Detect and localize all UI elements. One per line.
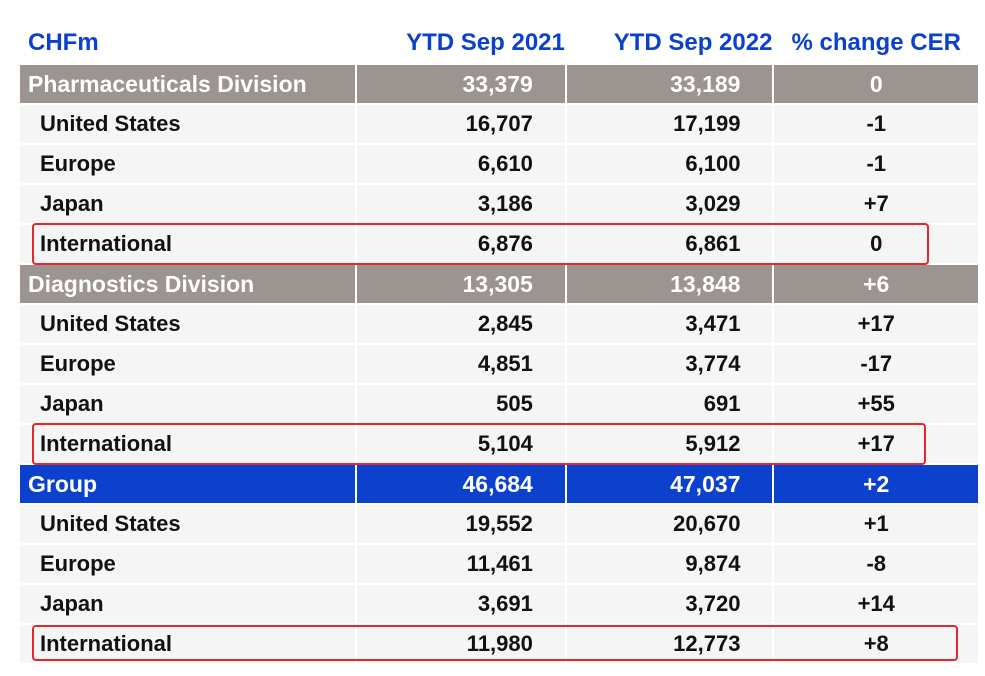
table-row: International 6,876 6,861 0 [20,225,978,265]
value-2021: 6,610 [357,145,565,183]
header-unit: CHFm [28,29,99,56]
division-2021: 13,305 [357,265,565,303]
value-2022: 6,100 [566,145,773,183]
value-change: +17 [774,305,978,343]
division-2021: 46,684 [357,465,565,503]
region-name: Japan [20,185,356,223]
region-name: Europe [20,145,356,183]
value-change: +8 [774,625,978,663]
value-change: 0 [774,225,978,263]
region-name: United States [20,105,356,143]
table-row: United States 2,845 3,471 +17 [20,305,978,345]
value-2022: 5,912 [566,425,773,463]
value-2022: 20,670 [566,505,773,543]
value-change: +17 [774,425,978,463]
value-change: +7 [774,185,978,223]
value-change: -17 [774,345,978,383]
value-change: +55 [774,385,978,423]
value-2022: 9,874 [566,545,773,583]
region-name: Japan [20,585,356,623]
division-2021: 33,379 [357,65,565,103]
region-name: Europe [20,345,356,383]
region-name: Japan [20,385,356,423]
value-2022: 3,471 [566,305,773,343]
value-change: -1 [774,105,978,143]
table-row: International 11,980 12,773 +8 [20,625,978,665]
sales-table: CHFm YTD Sep 2021 YTD Sep 2022 % change … [20,25,978,665]
division-change: +6 [774,265,978,303]
value-2021: 3,691 [357,585,565,623]
table-row: Europe 6,610 6,100 -1 [20,145,978,185]
value-2021: 11,461 [357,545,565,583]
table-row: Japan 505 691 +55 [20,385,978,425]
division-row-diagnostics: Diagnostics Division 13,305 13,848 +6 [20,265,978,305]
table-row: United States 19,552 20,670 +1 [20,505,978,545]
region-name: United States [20,305,356,343]
value-2022: 3,720 [566,585,773,623]
value-2021: 19,552 [357,505,565,543]
region-name: United States [20,505,356,543]
group-row: Group 46,684 47,037 +2 [20,465,978,505]
value-2022: 691 [566,385,773,423]
value-2021: 4,851 [357,345,565,383]
region-name: International [20,625,356,663]
value-2021: 16,707 [357,105,565,143]
value-change: -1 [774,145,978,183]
division-name: Pharmaceuticals Division [20,65,356,103]
value-change: -8 [774,545,978,583]
value-change: +1 [774,505,978,543]
region-name: Europe [20,545,356,583]
header-ytd-2022: YTD Sep 2022 [613,29,773,56]
value-2022: 3,774 [566,345,773,383]
table-row: United States 16,707 17,199 -1 [20,105,978,145]
value-2021: 5,104 [357,425,565,463]
division-change: +2 [774,465,978,503]
table-row: Europe 11,461 9,874 -8 [20,545,978,585]
value-2021: 2,845 [357,305,565,343]
division-name: Group [20,465,356,503]
division-2022: 33,189 [566,65,773,103]
table-row: Europe 4,851 3,774 -17 [20,345,978,385]
region-name: International [20,225,356,263]
region-name: International [20,425,356,463]
table-row: Japan 3,691 3,720 +14 [20,585,978,625]
division-change: 0 [774,65,978,103]
value-2022: 6,861 [566,225,773,263]
table-row: International 5,104 5,912 +17 [20,425,978,465]
table-header: CHFm YTD Sep 2021 YTD Sep 2022 % change … [20,25,978,65]
value-change: +14 [774,585,978,623]
division-2022: 13,848 [566,265,773,303]
value-2021: 505 [357,385,565,423]
value-2022: 12,773 [566,625,773,663]
division-2022: 47,037 [566,465,773,503]
value-2021: 11,980 [357,625,565,663]
header-ytd-2021: YTD Sep 2021 [406,29,565,56]
table-row: Japan 3,186 3,029 +7 [20,185,978,225]
value-2022: 17,199 [566,105,773,143]
value-2021: 3,186 [357,185,565,223]
division-row-pharma: Pharmaceuticals Division 33,379 33,189 0 [20,65,978,105]
division-name: Diagnostics Division [20,265,356,303]
value-2022: 3,029 [566,185,773,223]
value-2021: 6,876 [357,225,565,263]
header-change: % change CER [791,29,961,56]
